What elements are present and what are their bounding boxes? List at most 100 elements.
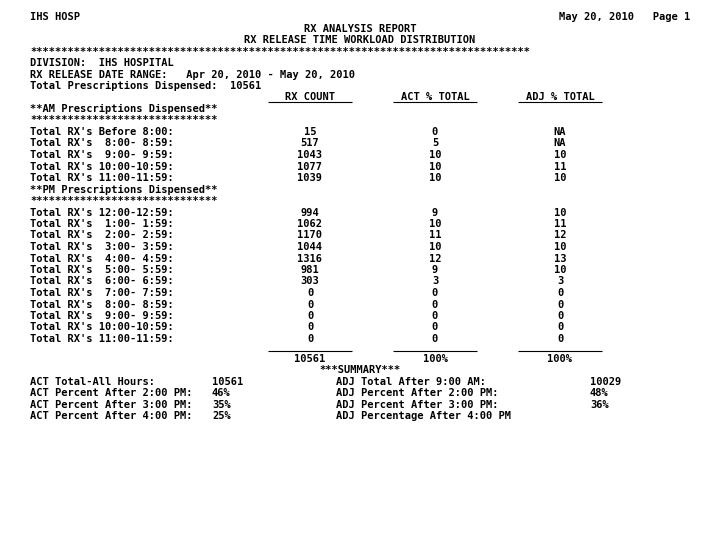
Text: 1170: 1170 [297, 231, 323, 240]
Text: Total RX's 11:00-11:59:: Total RX's 11:00-11:59: [30, 334, 174, 344]
Text: 10: 10 [554, 242, 566, 252]
Text: 10561: 10561 [212, 376, 243, 387]
Text: **PM Prescriptions Dispensed**: **PM Prescriptions Dispensed** [30, 185, 217, 194]
Text: Total RX's  8:00- 8:59:: Total RX's 8:00- 8:59: [30, 300, 174, 309]
Text: 10: 10 [428, 161, 441, 172]
Text: 10: 10 [428, 219, 441, 229]
Text: 11: 11 [554, 219, 566, 229]
Text: RX RELEASE DATE RANGE:   Apr 20, 2010 - May 20, 2010: RX RELEASE DATE RANGE: Apr 20, 2010 - Ma… [30, 70, 355, 79]
Text: 35%: 35% [212, 400, 230, 409]
Text: 10: 10 [554, 207, 566, 218]
Text: Total RX's  6:00- 6:59:: Total RX's 6:00- 6:59: [30, 276, 174, 287]
Text: NA: NA [554, 138, 566, 149]
Text: RX COUNT: RX COUNT [285, 92, 335, 103]
Text: 0: 0 [557, 334, 563, 344]
Text: 0: 0 [432, 322, 438, 333]
Text: ADJ Percent After 2:00 PM:: ADJ Percent After 2:00 PM: [336, 388, 498, 398]
Text: IHS HOSP: IHS HOSP [30, 12, 80, 22]
Text: 0: 0 [557, 300, 563, 309]
Text: 1043: 1043 [297, 150, 323, 160]
Text: 0: 0 [307, 322, 313, 333]
Text: Total Prescriptions Dispensed:  10561: Total Prescriptions Dispensed: 10561 [30, 81, 261, 91]
Text: 46%: 46% [212, 388, 230, 398]
Text: ACT Percent After 2:00 PM:: ACT Percent After 2:00 PM: [30, 388, 192, 398]
Text: DIVISION:  IHS HOSPITAL: DIVISION: IHS HOSPITAL [30, 58, 174, 68]
Text: ADJ Percent After 3:00 PM:: ADJ Percent After 3:00 PM: [336, 400, 498, 409]
Text: 9: 9 [432, 265, 438, 275]
Text: 10: 10 [428, 173, 441, 183]
Text: ACT Total-All Hours:: ACT Total-All Hours: [30, 376, 155, 387]
Text: 36%: 36% [590, 400, 608, 409]
Text: 1044: 1044 [297, 242, 323, 252]
Text: 15: 15 [304, 127, 316, 137]
Text: Total RX's  5:00- 5:59:: Total RX's 5:00- 5:59: [30, 265, 174, 275]
Text: 10561: 10561 [294, 354, 325, 363]
Text: ACT Percent After 3:00 PM:: ACT Percent After 3:00 PM: [30, 400, 192, 409]
Text: 0: 0 [432, 300, 438, 309]
Text: 517: 517 [301, 138, 320, 149]
Text: 0: 0 [432, 127, 438, 137]
Text: ***SUMMARY***: ***SUMMARY*** [320, 365, 400, 375]
Text: 3: 3 [557, 276, 563, 287]
Text: 12: 12 [554, 231, 566, 240]
Text: 981: 981 [301, 265, 320, 275]
Text: 0: 0 [307, 311, 313, 321]
Text: 0: 0 [307, 300, 313, 309]
Text: 303: 303 [301, 276, 320, 287]
Text: 0: 0 [557, 288, 563, 298]
Text: RX ANALYSIS REPORT: RX ANALYSIS REPORT [304, 24, 416, 33]
Text: ACT Percent After 4:00 PM:: ACT Percent After 4:00 PM: [30, 411, 192, 421]
Text: 13: 13 [554, 253, 566, 264]
Text: 0: 0 [557, 322, 563, 333]
Text: Total RX's  3:00- 3:59:: Total RX's 3:00- 3:59: [30, 242, 174, 252]
Text: 0: 0 [307, 334, 313, 344]
Text: 1077: 1077 [297, 161, 323, 172]
Text: 10: 10 [428, 150, 441, 160]
Text: Total RX's  9:00- 9:59:: Total RX's 9:00- 9:59: [30, 150, 174, 160]
Text: 100%: 100% [423, 354, 448, 363]
Text: Total RX's 10:00-10:59:: Total RX's 10:00-10:59: [30, 161, 174, 172]
Text: ********************************************************************************: ****************************************… [30, 46, 530, 57]
Text: ACT % TOTAL: ACT % TOTAL [400, 92, 469, 103]
Text: 1316: 1316 [297, 253, 323, 264]
Text: 10: 10 [554, 265, 566, 275]
Text: 48%: 48% [590, 388, 608, 398]
Text: ADJ Percentage After 4:00 PM: ADJ Percentage After 4:00 PM [336, 411, 511, 421]
Text: 0: 0 [432, 311, 438, 321]
Text: NA: NA [554, 127, 566, 137]
Text: 11: 11 [428, 231, 441, 240]
Text: 9: 9 [432, 207, 438, 218]
Text: Total RX's Before 8:00:: Total RX's Before 8:00: [30, 127, 174, 137]
Text: Total RX's  8:00- 8:59:: Total RX's 8:00- 8:59: [30, 138, 174, 149]
Text: ADJ Total After 9:00 AM:: ADJ Total After 9:00 AM: [336, 376, 486, 387]
Text: 0: 0 [307, 288, 313, 298]
Text: 5: 5 [432, 138, 438, 149]
Text: Total RX's 12:00-12:59:: Total RX's 12:00-12:59: [30, 207, 174, 218]
Text: 100%: 100% [547, 354, 572, 363]
Text: 10: 10 [554, 173, 566, 183]
Text: Total RX's  9:00- 9:59:: Total RX's 9:00- 9:59: [30, 311, 174, 321]
Text: 10029: 10029 [590, 376, 621, 387]
Text: 994: 994 [301, 207, 320, 218]
Text: Total RX's  7:00- 7:59:: Total RX's 7:00- 7:59: [30, 288, 174, 298]
Text: ******************************: ****************************** [30, 116, 217, 125]
Text: 0: 0 [432, 288, 438, 298]
Text: 25%: 25% [212, 411, 230, 421]
Text: 12: 12 [428, 253, 441, 264]
Text: Total RX's 11:00-11:59:: Total RX's 11:00-11:59: [30, 173, 174, 183]
Text: 11: 11 [554, 161, 566, 172]
Text: Total RX's 10:00-10:59:: Total RX's 10:00-10:59: [30, 322, 174, 333]
Text: 0: 0 [557, 311, 563, 321]
Text: 3: 3 [432, 276, 438, 287]
Text: Total RX's  1:00- 1:59:: Total RX's 1:00- 1:59: [30, 219, 174, 229]
Text: ADJ % TOTAL: ADJ % TOTAL [526, 92, 595, 103]
Text: **AM Prescriptions Dispensed**: **AM Prescriptions Dispensed** [30, 104, 217, 114]
Text: 1039: 1039 [297, 173, 323, 183]
Text: 10: 10 [428, 242, 441, 252]
Text: 0: 0 [432, 334, 438, 344]
Text: May 20, 2010   Page 1: May 20, 2010 Page 1 [559, 12, 690, 22]
Text: RX RELEASE TIME WORKLOAD DISTRIBUTION: RX RELEASE TIME WORKLOAD DISTRIBUTION [244, 35, 476, 45]
Text: Total RX's  2:00- 2:59:: Total RX's 2:00- 2:59: [30, 231, 174, 240]
Text: ******************************: ****************************** [30, 196, 217, 206]
Text: Total RX's  4:00- 4:59:: Total RX's 4:00- 4:59: [30, 253, 174, 264]
